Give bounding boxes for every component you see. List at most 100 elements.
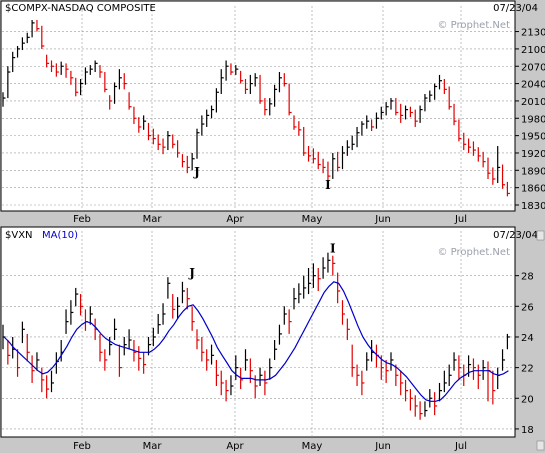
vxn-price-bar (36, 352, 40, 371)
nasdaq-price-bar (133, 106, 137, 125)
vxn-price-bar (118, 344, 122, 377)
nasdaq-price-bar (497, 146, 501, 184)
nasdaq-price-bar (220, 69, 224, 94)
nasdaq-price-bar (390, 98, 394, 110)
nasdaq-price-bar (167, 131, 171, 151)
vxn-price-bar (26, 333, 30, 362)
vxn-price-bar (31, 355, 35, 383)
vxn-price-bar (307, 267, 312, 295)
vxn-price-bar (506, 333, 510, 350)
vxn-price-bar (438, 382, 442, 402)
nasdaq-price-bar (55, 63, 59, 77)
vxn-price-bar (75, 287, 79, 307)
nasdaq-price-bar (404, 105, 409, 120)
vxn-price-bar (293, 287, 297, 310)
vxn-price-bar (274, 340, 278, 360)
vxn-price-bar (152, 327, 156, 347)
vxn-price-bars (2, 252, 510, 420)
nasdaq-month-label: Jun (374, 214, 391, 225)
nasdaq-price-bar (463, 132, 467, 151)
vxn-price-bar (191, 306, 195, 331)
vxn-price-bar (472, 358, 476, 380)
nasdaq-price-bar (269, 98, 273, 116)
nasdaq-gridlines (2, 6, 514, 211)
vxn-month-label: Jun (374, 441, 391, 452)
vxn-month-label: May (302, 441, 323, 452)
vxn-price-bar (50, 370, 54, 393)
nasdaq-price-bar (303, 126, 307, 156)
vxn-price-bar (167, 277, 171, 299)
nasdaq-price-bar (152, 128, 156, 145)
vxn-date: 07/23/04 (493, 230, 538, 241)
vxn-price-bar (346, 318, 350, 341)
vxn-price-bar (448, 364, 452, 387)
scroll-down-icon[interactable] (536, 440, 545, 451)
nasdaq-price-bar (123, 73, 127, 90)
vxn-price-bar (366, 352, 370, 371)
vxn-price-bar (196, 329, 200, 350)
nasdaq-annotation-i: I (325, 178, 331, 192)
nasdaq-price-bar (94, 60, 98, 73)
nasdaq-price-bar (186, 155, 190, 174)
vxn-price-bar (482, 359, 486, 380)
nasdaq-price-bar (196, 128, 200, 159)
vxn-price-bar (298, 283, 302, 304)
vxn-price-bar (501, 349, 506, 371)
nasdaq-price-bar (506, 181, 510, 197)
nasdaq-price-bar (492, 167, 496, 185)
nasdaq-y-tick-label: 2070 (521, 62, 545, 73)
vxn-price-bar (312, 263, 316, 288)
vxn-price-bar (327, 252, 331, 273)
nasdaq-price-bar (254, 73, 258, 87)
nasdaq-price-bar (346, 140, 350, 156)
vxn-price-bar (390, 352, 394, 371)
vxn-annotations: JI (188, 242, 336, 281)
nasdaq-price-bar (472, 141, 476, 156)
vxn-price-bar (230, 375, 234, 396)
vxn-price-bar (70, 300, 74, 325)
nasdaq-price-bar (225, 60, 229, 81)
nasdaq-price-bar (41, 25, 45, 49)
nasdaq-price-bar (482, 151, 486, 168)
nasdaq-price-bar (36, 20, 40, 32)
scroll-up-icon[interactable] (536, 230, 545, 241)
vxn-y-tick-label: 20 (521, 394, 534, 405)
vxn-price-bar (16, 349, 21, 377)
nasdaq-price-bar (118, 69, 122, 90)
nasdaq-plot-area (0, 0, 516, 212)
nasdaq-price-bar (356, 126, 360, 148)
nasdaq-price-bar (16, 46, 21, 58)
nasdaq-y-tick-label: 2040 (521, 80, 545, 91)
vxn-price-bar (409, 389, 413, 411)
nasdaq-price-bar (143, 115, 147, 130)
nasdaq-price-bar (458, 119, 462, 142)
vxn-annotation-j: J (188, 266, 195, 280)
vxn-price-bar (7, 340, 11, 365)
scroll-arrow-icons[interactable] (536, 230, 545, 451)
nasdaq-price-bar (438, 74, 442, 90)
nasdaq-price-bar (191, 152, 195, 171)
nasdaq-price-bar (424, 94, 428, 112)
vxn-price-bar (453, 352, 457, 371)
nasdaq-price-bar (31, 20, 35, 38)
vxn-chart-title: $VXN (5, 230, 33, 241)
nasdaq-chart-title: $COMPX-NASDAQ COMPOSITE (5, 3, 156, 14)
nasdaq-price-bar (380, 106, 384, 120)
nasdaq-price-bar (283, 73, 287, 87)
nasdaq-price-bar (21, 37, 25, 51)
nasdaq-price-bar (327, 161, 331, 185)
vxn-y-tick-label: 22 (521, 364, 534, 375)
nasdaq-price-bar (244, 78, 248, 94)
vxn-price-bar (128, 329, 132, 350)
nasdaq-price-bar (366, 115, 370, 129)
nasdaq-price-bar (317, 151, 321, 170)
vxn-price-bar (434, 392, 438, 416)
nasdaq-price-bar (79, 78, 84, 96)
vxn-price-bar (337, 272, 341, 304)
nasdaq-price-bar (65, 63, 69, 78)
vxn-price-bar (269, 358, 273, 380)
nasdaq-price-bar (235, 65, 239, 75)
vxn-price-bar (181, 281, 185, 304)
nasdaq-price-bar (138, 117, 142, 133)
vxn-price-bar (123, 336, 127, 356)
